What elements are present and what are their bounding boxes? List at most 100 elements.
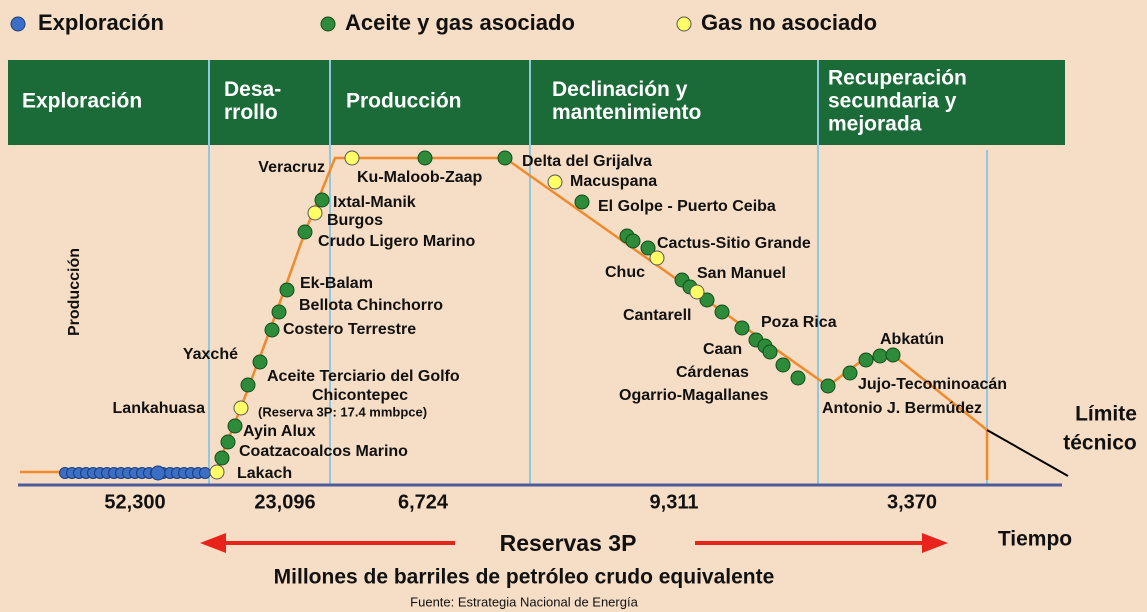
dot <box>649 250 665 266</box>
dot <box>279 282 295 298</box>
field-label: Ogarrio-Magallanes <box>619 387 768 404</box>
y-axis-label: Producción <box>66 248 83 336</box>
dot <box>858 352 874 368</box>
field-label: Veracruz <box>258 159 325 176</box>
dot <box>199 467 211 479</box>
dot <box>271 304 287 320</box>
reserves-label: Reservas 3P <box>500 530 637 556</box>
dot <box>240 377 256 393</box>
dot <box>775 357 791 373</box>
dot <box>699 292 715 308</box>
dot <box>790 370 806 386</box>
source: Fuente: Estrategia Nacional de Energía <box>410 594 638 609</box>
x-axis-label: Tiempo <box>998 528 1072 551</box>
field-label: Yaxché <box>183 346 238 363</box>
field-labels: Veracruz Ku-Maloob-Zaap Delta del Grijalva… <box>113 153 1008 482</box>
reserve-value: 9,311 <box>650 491 699 513</box>
dividers <box>208 60 988 485</box>
phase-header: Recuperación <box>828 67 967 90</box>
field-label: Ku-Maloob-Zaap <box>357 169 483 186</box>
field-label: Lakach <box>237 465 292 482</box>
phase-header: mantenimiento <box>552 101 701 124</box>
dot <box>820 378 836 394</box>
dot <box>252 354 268 370</box>
legend-label: Exploración <box>38 10 164 35</box>
units-label: Millones de barriles de petróleo crudo e… <box>274 566 775 589</box>
phase-header: Producción <box>346 90 462 113</box>
limit-label: técnico <box>1063 432 1137 455</box>
dot <box>547 174 563 190</box>
legend-label: Aceite y gas asociado <box>345 10 575 35</box>
field-label: El Golpe - Puerto Ceiba <box>598 198 776 215</box>
reserves: 52,300 23,096 6,724 9,311 3,370 <box>104 491 937 513</box>
field-label: Antonio J. Bermúdez <box>822 400 982 417</box>
limit-line <box>986 429 1069 477</box>
legend-dot <box>676 16 692 32</box>
dot <box>625 233 641 249</box>
arrow-head <box>200 533 226 553</box>
limit-label: Límite <box>1075 403 1137 426</box>
phase-header: secundaria y <box>828 90 957 113</box>
reserve-value: 6,724 <box>398 491 449 513</box>
phase-header: Declinación y <box>552 78 688 101</box>
field-label: Ek-Balam <box>300 275 373 292</box>
phase-header: mejorada <box>828 113 922 136</box>
field-label: Macuspana <box>570 173 657 190</box>
reserve-value: 23,096 <box>254 491 315 513</box>
field-label: Bellota Chinchorro <box>299 297 443 314</box>
dot <box>417 150 433 166</box>
field-label: Chuc <box>605 264 645 281</box>
field-label: Poza Rica <box>761 314 837 331</box>
dot <box>574 194 590 210</box>
legend-label: Gas no asociado <box>701 10 877 35</box>
dot <box>885 347 901 363</box>
dot <box>233 400 249 416</box>
dot <box>714 304 730 320</box>
phase-header: rrollo <box>224 101 278 124</box>
dot <box>344 150 360 166</box>
dot <box>297 224 313 240</box>
legend-dot <box>320 16 336 32</box>
field-label: Crudo Ligero Marino <box>318 233 476 250</box>
dot <box>689 284 705 300</box>
dot <box>872 348 888 364</box>
dot <box>640 240 656 256</box>
field-label: Abkatún <box>880 331 944 348</box>
dot <box>734 320 750 336</box>
dots <box>59 150 901 481</box>
field-label: Cactus-Sitio Grande <box>657 235 811 252</box>
phase-header: Exploración <box>22 90 142 113</box>
dot <box>264 322 280 338</box>
field-label: Cárdenas <box>676 364 749 381</box>
field-label: Ayin Alux <box>243 423 316 440</box>
field-label: Aceite Terciario del Golfo <box>267 368 460 385</box>
dot <box>497 150 513 166</box>
field-label: Jujo-Tecominoacán <box>858 376 1007 393</box>
dot <box>314 192 330 208</box>
reserve-value: 52,300 <box>104 491 165 513</box>
dot <box>307 205 323 221</box>
dot <box>209 464 225 480</box>
dot <box>150 465 166 481</box>
dot <box>842 365 858 381</box>
phase-band <box>8 60 1065 145</box>
legend-dot <box>10 16 26 32</box>
field-label: Lankahuasa <box>113 400 206 417</box>
phase-headers: Exploración Desa-rrollo Producción Declinac… <box>22 67 967 136</box>
dot <box>227 418 243 434</box>
arrow-head <box>922 533 948 553</box>
dot <box>220 434 236 450</box>
field-label: Chicontepec <box>312 387 408 404</box>
field-label: Ixtal-Manik <box>333 194 416 211</box>
dot <box>214 450 230 466</box>
field-label: Cantarell <box>623 307 691 324</box>
phase-header: Desa- <box>224 78 281 101</box>
field-label: Caan <box>703 341 742 358</box>
field-label: Delta del Grijalva <box>522 153 652 170</box>
field-label: Coatzacoalcos Marino <box>239 443 408 460</box>
dot <box>762 344 778 360</box>
field-label: San Manuel <box>697 265 786 282</box>
reserve-value: 3,370 <box>887 491 937 513</box>
field-label: (Reserva 3P: 17.4 mmbpce) <box>258 404 427 419</box>
